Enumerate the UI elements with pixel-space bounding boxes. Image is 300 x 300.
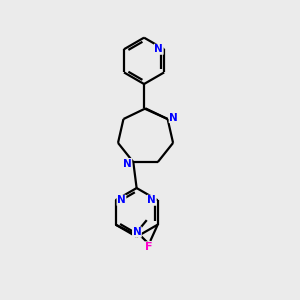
Text: N: N [147, 195, 156, 205]
Text: N: N [154, 44, 163, 54]
Text: F: F [145, 242, 153, 252]
Text: N: N [117, 195, 126, 205]
Text: N: N [123, 159, 132, 169]
Text: N: N [133, 227, 141, 237]
Text: N: N [169, 112, 178, 122]
